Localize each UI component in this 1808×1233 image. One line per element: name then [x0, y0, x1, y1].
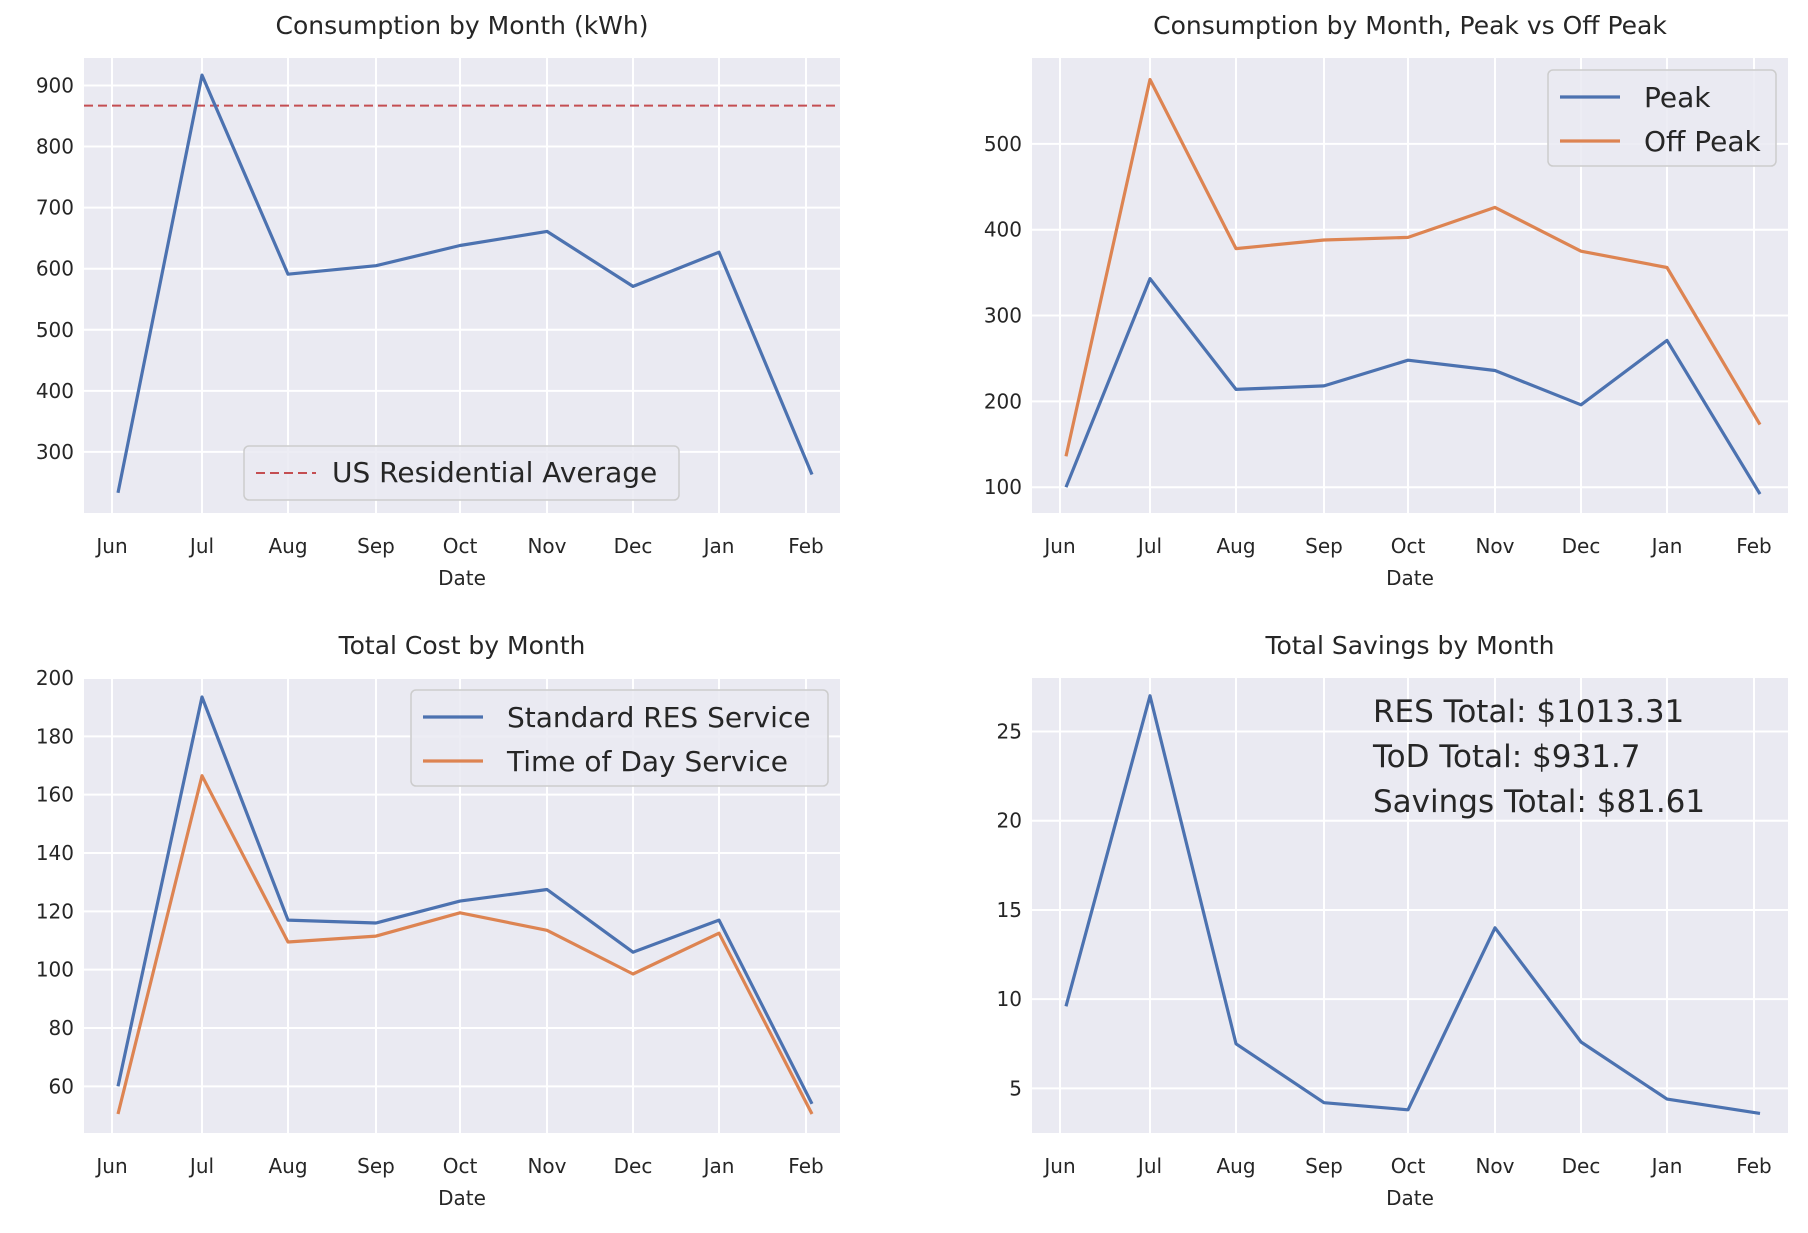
x-tick-label: Jun — [94, 1154, 127, 1178]
y-tick-label: 180 — [36, 724, 74, 748]
y-tick-label: 160 — [36, 783, 74, 807]
y-tick-label: 80 — [49, 1016, 74, 1040]
y-tick-label: 400 — [984, 218, 1022, 242]
chart-panel-4: 5 10 15 20 25 Jun Jul Aug Sep Oct Nov Dec Jan Feb Tota… — [997, 631, 1788, 1210]
x-tick-label: Sep — [1305, 1154, 1343, 1178]
x-tick-label: Aug — [268, 534, 307, 558]
plot-area — [1032, 678, 1788, 1133]
x-tick-label: Aug — [268, 1154, 307, 1178]
y-tick-label: 800 — [36, 135, 74, 159]
x-tick-label: Sep — [357, 1154, 395, 1178]
x-tick-label: Sep — [357, 534, 395, 558]
y-tick-label: 400 — [36, 379, 74, 403]
y-tick-label: 200 — [984, 389, 1022, 413]
x-tick-label: Nov — [1475, 1154, 1514, 1178]
legend: Peak Off Peak — [1547, 69, 1777, 167]
x-tick-label: Oct — [443, 1154, 478, 1178]
x-tick-label: Feb — [788, 1154, 823, 1178]
chart-panel-2: 100 200 300 400 500 Jun Jul Aug Sep Oct Nov Dec Jan F… — [984, 11, 1788, 590]
x-tick-label: Dec — [1562, 534, 1601, 558]
x-tick-label: Oct — [443, 534, 478, 558]
y-tick-label: 60 — [49, 1074, 74, 1098]
x-tick-label: Dec — [1562, 1154, 1601, 1178]
x-tick-label: Aug — [1216, 1154, 1255, 1178]
x-tick-label: Oct — [1391, 1154, 1426, 1178]
x-tick-label: Aug — [1216, 534, 1255, 558]
y-tick-label: 20 — [997, 809, 1022, 833]
x-tick-label: Jul — [188, 1154, 214, 1178]
x-tick-label: Dec — [614, 1154, 653, 1178]
y-tick-label: 900 — [36, 73, 74, 97]
x-tick-label: Feb — [1736, 534, 1771, 558]
legend: Standard RES Service Time of Day Service — [410, 689, 829, 787]
y-tick-label: 600 — [36, 257, 74, 281]
x-tick-label: Dec — [614, 534, 653, 558]
y-tick-label: 140 — [36, 841, 74, 865]
x-axis-label: Date — [438, 566, 486, 590]
y-tick-label: 100 — [36, 958, 74, 982]
y-tick-label: 10 — [997, 987, 1022, 1011]
chart-panel-1: 300 400 500 600 700 800 900 Jun Jul Aug Sep Oct Nov D… — [36, 11, 840, 590]
annotation-text: Savings Total: $81.61 — [1373, 784, 1705, 820]
chart-title: Consumption by Month (kWh) — [276, 11, 649, 40]
y-tick-label: 15 — [997, 898, 1022, 922]
y-tick-label: 300 — [36, 440, 74, 464]
legend-label: Standard RES Service — [507, 701, 811, 734]
y-tick-label: 100 — [984, 475, 1022, 499]
x-tick-label: Jul — [1136, 534, 1162, 558]
chart-panel-3: 60 80 100 120 140 160 180 200 Jun Jul Aug Sep Oct Nov… — [36, 631, 840, 1210]
chart-title: Total Savings by Month — [1265, 631, 1555, 660]
y-tick-label: 300 — [984, 304, 1022, 328]
chart-title: Consumption by Month, Peak vs Off Peak — [1153, 11, 1667, 40]
y-tick-label: 200 — [36, 666, 74, 690]
x-tick-label: Jun — [1042, 534, 1075, 558]
y-tick-label: 700 — [36, 196, 74, 220]
x-tick-label: Nov — [527, 1154, 566, 1178]
x-tick-label: Nov — [527, 534, 566, 558]
x-tick-label: Jun — [1042, 1154, 1075, 1178]
legend-label: Off Peak — [1644, 125, 1762, 158]
annotation-text: ToD Total: $931.7 — [1372, 739, 1641, 775]
x-tick-label: Sep — [1305, 534, 1343, 558]
x-tick-label: Jul — [1136, 1154, 1162, 1178]
legend-label: Peak — [1644, 81, 1711, 114]
legend: US Residential Average — [243, 445, 680, 501]
x-tick-label: Nov — [1475, 534, 1514, 558]
x-axis-label: Date — [438, 1186, 486, 1210]
y-tick-label: 120 — [36, 899, 74, 923]
x-tick-label: Jun — [94, 534, 127, 558]
legend-box — [243, 445, 680, 501]
x-tick-label: Jan — [702, 1154, 735, 1178]
x-tick-label: Jul — [188, 534, 214, 558]
y-tick-label: 500 — [36, 318, 74, 342]
annotation-text: RES Total: $1013.31 — [1373, 694, 1684, 730]
y-tick-label: 500 — [984, 132, 1022, 156]
y-tick-label: 5 — [1009, 1076, 1022, 1100]
x-tick-label: Feb — [1736, 1154, 1771, 1178]
legend-label: Time of Day Service — [506, 745, 788, 778]
plot-area — [84, 58, 840, 513]
y-tick-label: 25 — [997, 720, 1022, 744]
chart-title: Total Cost by Month — [338, 631, 586, 660]
x-tick-label: Oct — [1391, 534, 1426, 558]
x-tick-label: Jan — [1650, 1154, 1683, 1178]
legend-label: US Residential Average — [332, 456, 657, 489]
x-tick-label: Jan — [702, 534, 735, 558]
x-tick-label: Jan — [1650, 534, 1683, 558]
x-axis-label: Date — [1386, 566, 1434, 590]
x-axis-label: Date — [1386, 1186, 1434, 1210]
x-tick-label: Feb — [788, 534, 823, 558]
legend-box — [410, 689, 829, 787]
